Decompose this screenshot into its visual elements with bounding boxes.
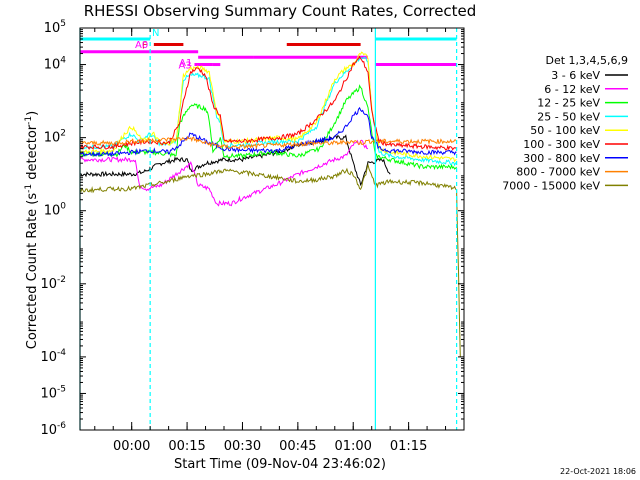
date-stamp: 22-Oct-2021 18:06 xyxy=(560,467,636,476)
y-tick-label: 104 xyxy=(44,56,67,73)
y-tick-label: 10-2 xyxy=(40,275,66,292)
legend-entry: 6 - 12 keV xyxy=(544,83,600,96)
series-line-8 xyxy=(79,162,461,357)
plot-frame xyxy=(79,27,465,431)
x-tick-label: 00:15 xyxy=(168,439,205,454)
legend-entry: 7000 - 15000 keV xyxy=(502,179,600,192)
x-tick-label: 00:30 xyxy=(224,439,261,454)
y-tick-label: 10-6 xyxy=(40,421,66,438)
chart-title: RHESSI Observing Summary Count Rates, Co… xyxy=(84,2,477,20)
flag-label: N xyxy=(152,28,159,39)
legend-entry: 12 - 25 keV xyxy=(537,97,600,110)
y-axis-label: Corrected Count Rate (s-1 detector-1) xyxy=(24,111,40,349)
legend-entry: 300 - 800 keV xyxy=(523,152,600,165)
flag-label: F xyxy=(142,40,148,51)
series-line-0 xyxy=(79,134,391,187)
x-tick-label: 01:00 xyxy=(334,439,371,454)
series-line-7 xyxy=(79,135,458,150)
y-tick-label: 102 xyxy=(44,129,66,146)
x-axis-label: Start Time (09-Nov-04 23:46:02) xyxy=(174,457,386,472)
series-line-3 xyxy=(79,56,457,167)
legend-entry: 25 - 50 keV xyxy=(537,110,600,123)
series-line-6 xyxy=(79,106,457,158)
x-tick-label: 01:15 xyxy=(390,439,427,454)
legend-entry: 100 - 300 keV xyxy=(523,138,600,151)
series-line-1 xyxy=(79,139,369,207)
legend-entry: 50 - 100 keV xyxy=(530,124,600,137)
legend-entry: 800 - 7000 keV xyxy=(516,166,600,179)
y-tick-label: 10-5 xyxy=(40,384,66,401)
y-tick-label: 105 xyxy=(44,19,66,36)
series-line-5 xyxy=(79,55,457,151)
flag-label: A0 xyxy=(135,40,148,51)
legend-title: Det 1,3,4,5,6,9 xyxy=(545,54,628,67)
flag-label: A1 xyxy=(179,58,192,69)
flag-label: A3 xyxy=(178,61,191,72)
series-line-2 xyxy=(79,84,458,171)
x-tick-label: 00:45 xyxy=(279,439,316,454)
y-tick-label: 10-4 xyxy=(40,348,66,365)
y-tick-label: 100 xyxy=(44,202,67,219)
legend-entry: 3 - 6 keV xyxy=(551,69,600,82)
x-tick-label: 00:00 xyxy=(113,439,150,454)
